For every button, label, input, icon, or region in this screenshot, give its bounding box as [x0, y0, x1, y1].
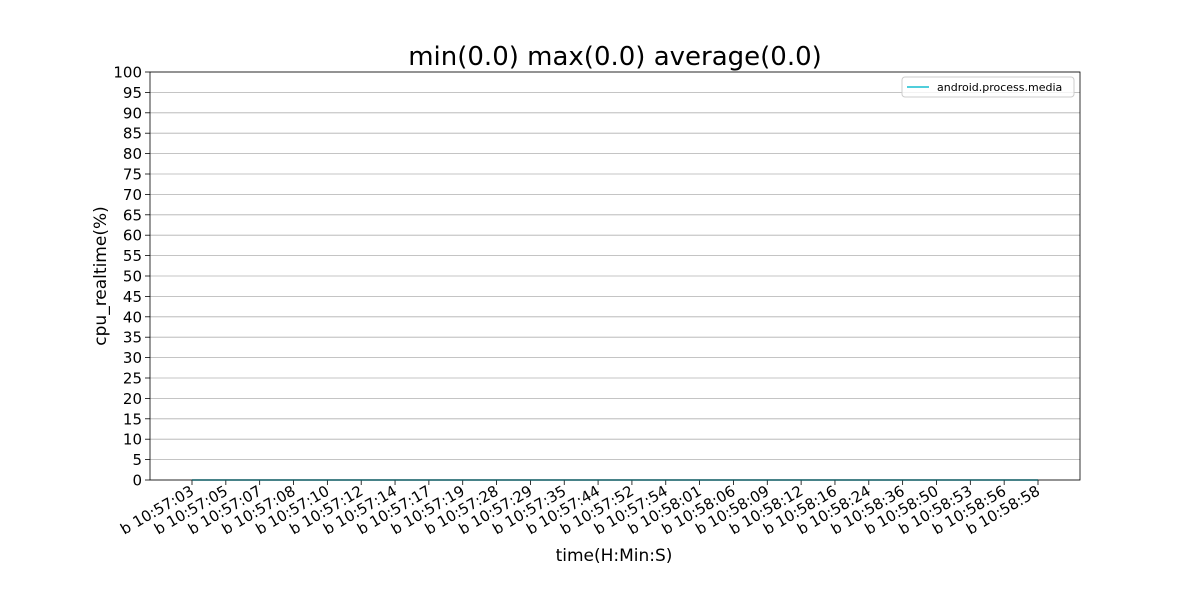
y-tick-label: 25	[123, 370, 142, 388]
y-tick-label: 20	[123, 390, 142, 408]
y-tick-label: 100	[113, 64, 142, 82]
y-tick-label: 15	[123, 410, 142, 428]
y-tick-label: 75	[123, 166, 142, 184]
y-axis-label: cpu_realtime(%)	[91, 206, 111, 345]
y-tick-label: 70	[123, 186, 142, 204]
y-tick-label: 45	[123, 288, 142, 306]
legend: android.process.media	[901, 76, 1075, 98]
y-tick-label: 80	[123, 145, 142, 163]
y-tick-label: 60	[123, 227, 142, 245]
y-tick-label: 95	[123, 84, 142, 102]
y-tick-label: 55	[123, 247, 142, 265]
plot-frame	[149, 71, 1081, 481]
x-axis-label: time(H:Min:S)	[556, 546, 673, 566]
y-tick-label: 40	[123, 308, 142, 326]
legend-box	[901, 76, 1075, 98]
y-tick-label: 65	[123, 206, 142, 224]
y-tick-label: 10	[123, 431, 142, 449]
y-tick-label: 30	[123, 349, 142, 367]
legend-label: android.process.media	[937, 81, 1062, 94]
y-tick-label: 50	[123, 268, 142, 286]
y-tick-label: 0	[132, 472, 142, 490]
y-tick-label: 35	[123, 329, 142, 347]
y-tick-label: 85	[123, 125, 142, 143]
chart-title: min(0.0) max(0.0) average(0.0)	[408, 42, 822, 72]
y-tick-label: 90	[123, 104, 142, 122]
y-tick-label: 5	[132, 451, 142, 469]
